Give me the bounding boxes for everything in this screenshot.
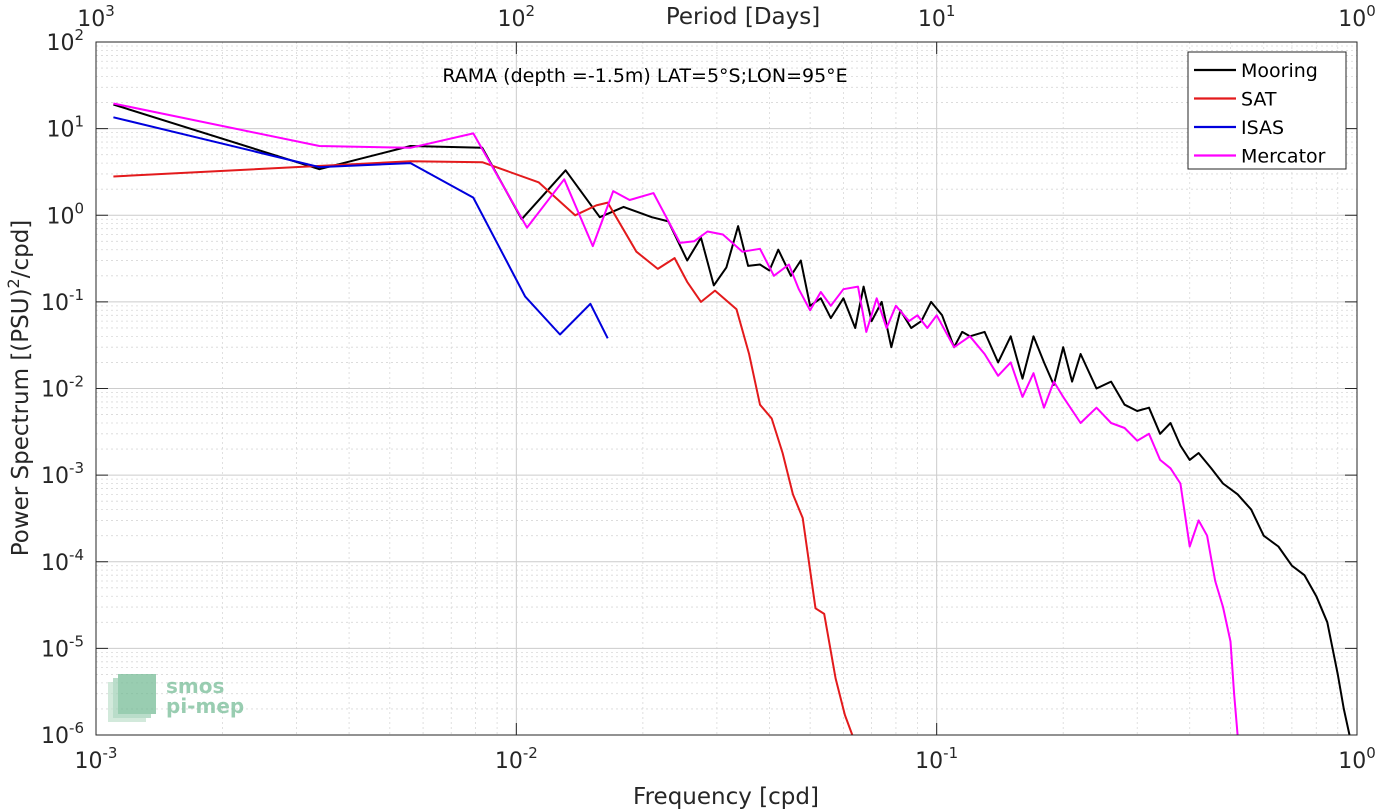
legend-label-isas: ISAS	[1241, 117, 1284, 139]
smos-pi-mep-logo: smos pi-mep	[108, 674, 244, 722]
x-tick-label: 10-1	[915, 744, 958, 774]
y-axis-label-prefix: Power Spectrum [(PSU)	[8, 288, 34, 556]
y-tick-label: 10-5	[41, 632, 84, 662]
legend-label-mercator: Mercator	[1241, 146, 1326, 168]
series-line-sat	[113, 160, 854, 735]
y-tick-label: 10-1	[41, 286, 84, 316]
x-tick-label: 100	[1338, 744, 1376, 774]
x-axis-label: Frequency [cpd]	[633, 784, 819, 809]
series-line-isas	[113, 116, 609, 339]
x-tick-label: 10-2	[495, 744, 538, 774]
y-tick-label: 10-3	[41, 459, 84, 489]
top-tick-label: 102	[498, 2, 536, 32]
logo-text-pi-mep: pi-mep	[166, 694, 244, 718]
legend-box	[1187, 51, 1347, 170]
top-tick-label: 100	[1338, 2, 1376, 32]
y-tick-label: 10-4	[41, 546, 84, 576]
y-axis-label: Power Spectrum [(PSU)2/cpd]	[4, 220, 34, 557]
top-tick-label: 101	[918, 2, 956, 32]
y-tick-label: 101	[46, 113, 84, 143]
logo-shape-front	[118, 674, 156, 714]
y-axis-label-suffix: /cpd]	[8, 220, 34, 279]
legend-label-sat: SAT	[1241, 89, 1277, 111]
axis-ticks	[95, 41, 1358, 736]
y-tick-label: 102	[46, 26, 84, 56]
logo-text-smos: smos	[166, 674, 224, 698]
top-tick-label: 103	[77, 2, 115, 32]
y-tick-label: 10-6	[41, 719, 84, 749]
y-axis-label-superscript: 2	[4, 278, 23, 288]
series-line-mercator	[113, 102, 1239, 735]
x-tick-label: 10-3	[75, 744, 118, 774]
legend: Mooring SAT ISAS Mercator	[1187, 51, 1347, 170]
chart-title: RAMA (depth =-1.5m) LAT=5°S;LON=95°E	[442, 65, 847, 87]
minor-grid	[96, 42, 1357, 735]
y-tick-label: 100	[46, 199, 84, 229]
y-tick-label: 10-2	[41, 373, 84, 403]
top-axis-label: Period [Days]	[666, 4, 820, 30]
series-layer	[113, 102, 1351, 735]
legend-label-mooring: Mooring	[1241, 60, 1318, 82]
